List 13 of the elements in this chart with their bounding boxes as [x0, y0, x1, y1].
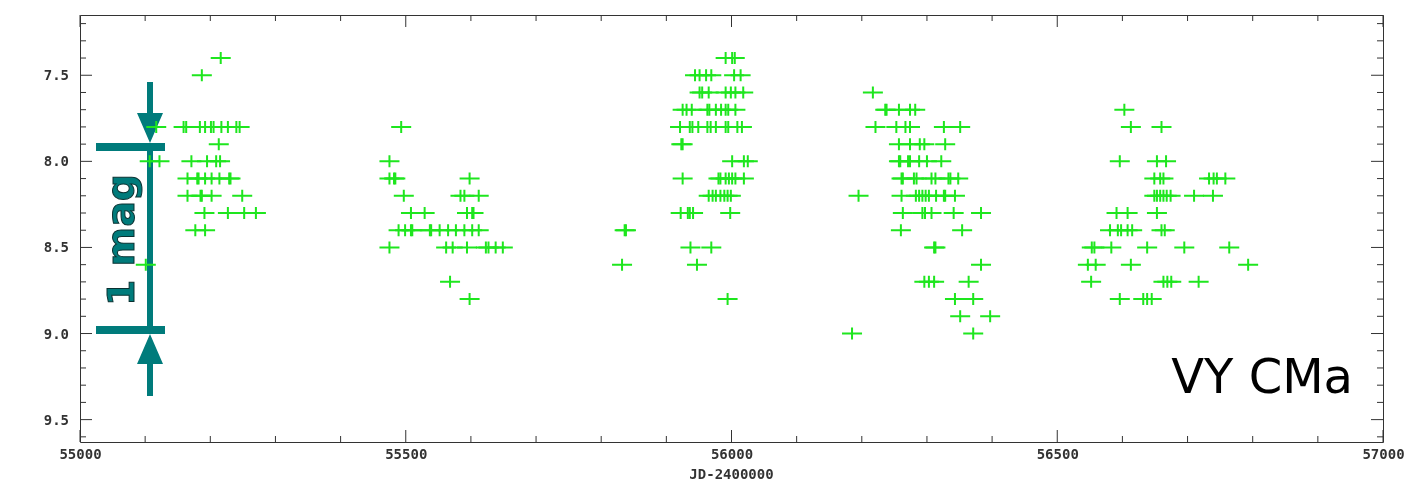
y-tick-label: 7.5	[43, 67, 69, 84]
y-tick-label: 8.5	[43, 239, 69, 256]
x-tick-label: 56000	[710, 446, 754, 462]
x-tick-label: 55500	[385, 446, 428, 462]
x-tick-label: 55000	[59, 446, 102, 462]
x-axis-title: JD-2400000	[689, 466, 774, 482]
y-tick-label: 9.0	[43, 325, 69, 342]
y-tick-label: 8.0	[43, 153, 69, 170]
annotation: VY CMa	[1171, 348, 1353, 404]
x-tick-label: 57000	[1362, 446, 1405, 462]
annotation: 1 mag	[99, 173, 143, 307]
y-tick-label: 9.5	[43, 411, 69, 428]
x-tick-label: 56500	[1036, 446, 1079, 462]
